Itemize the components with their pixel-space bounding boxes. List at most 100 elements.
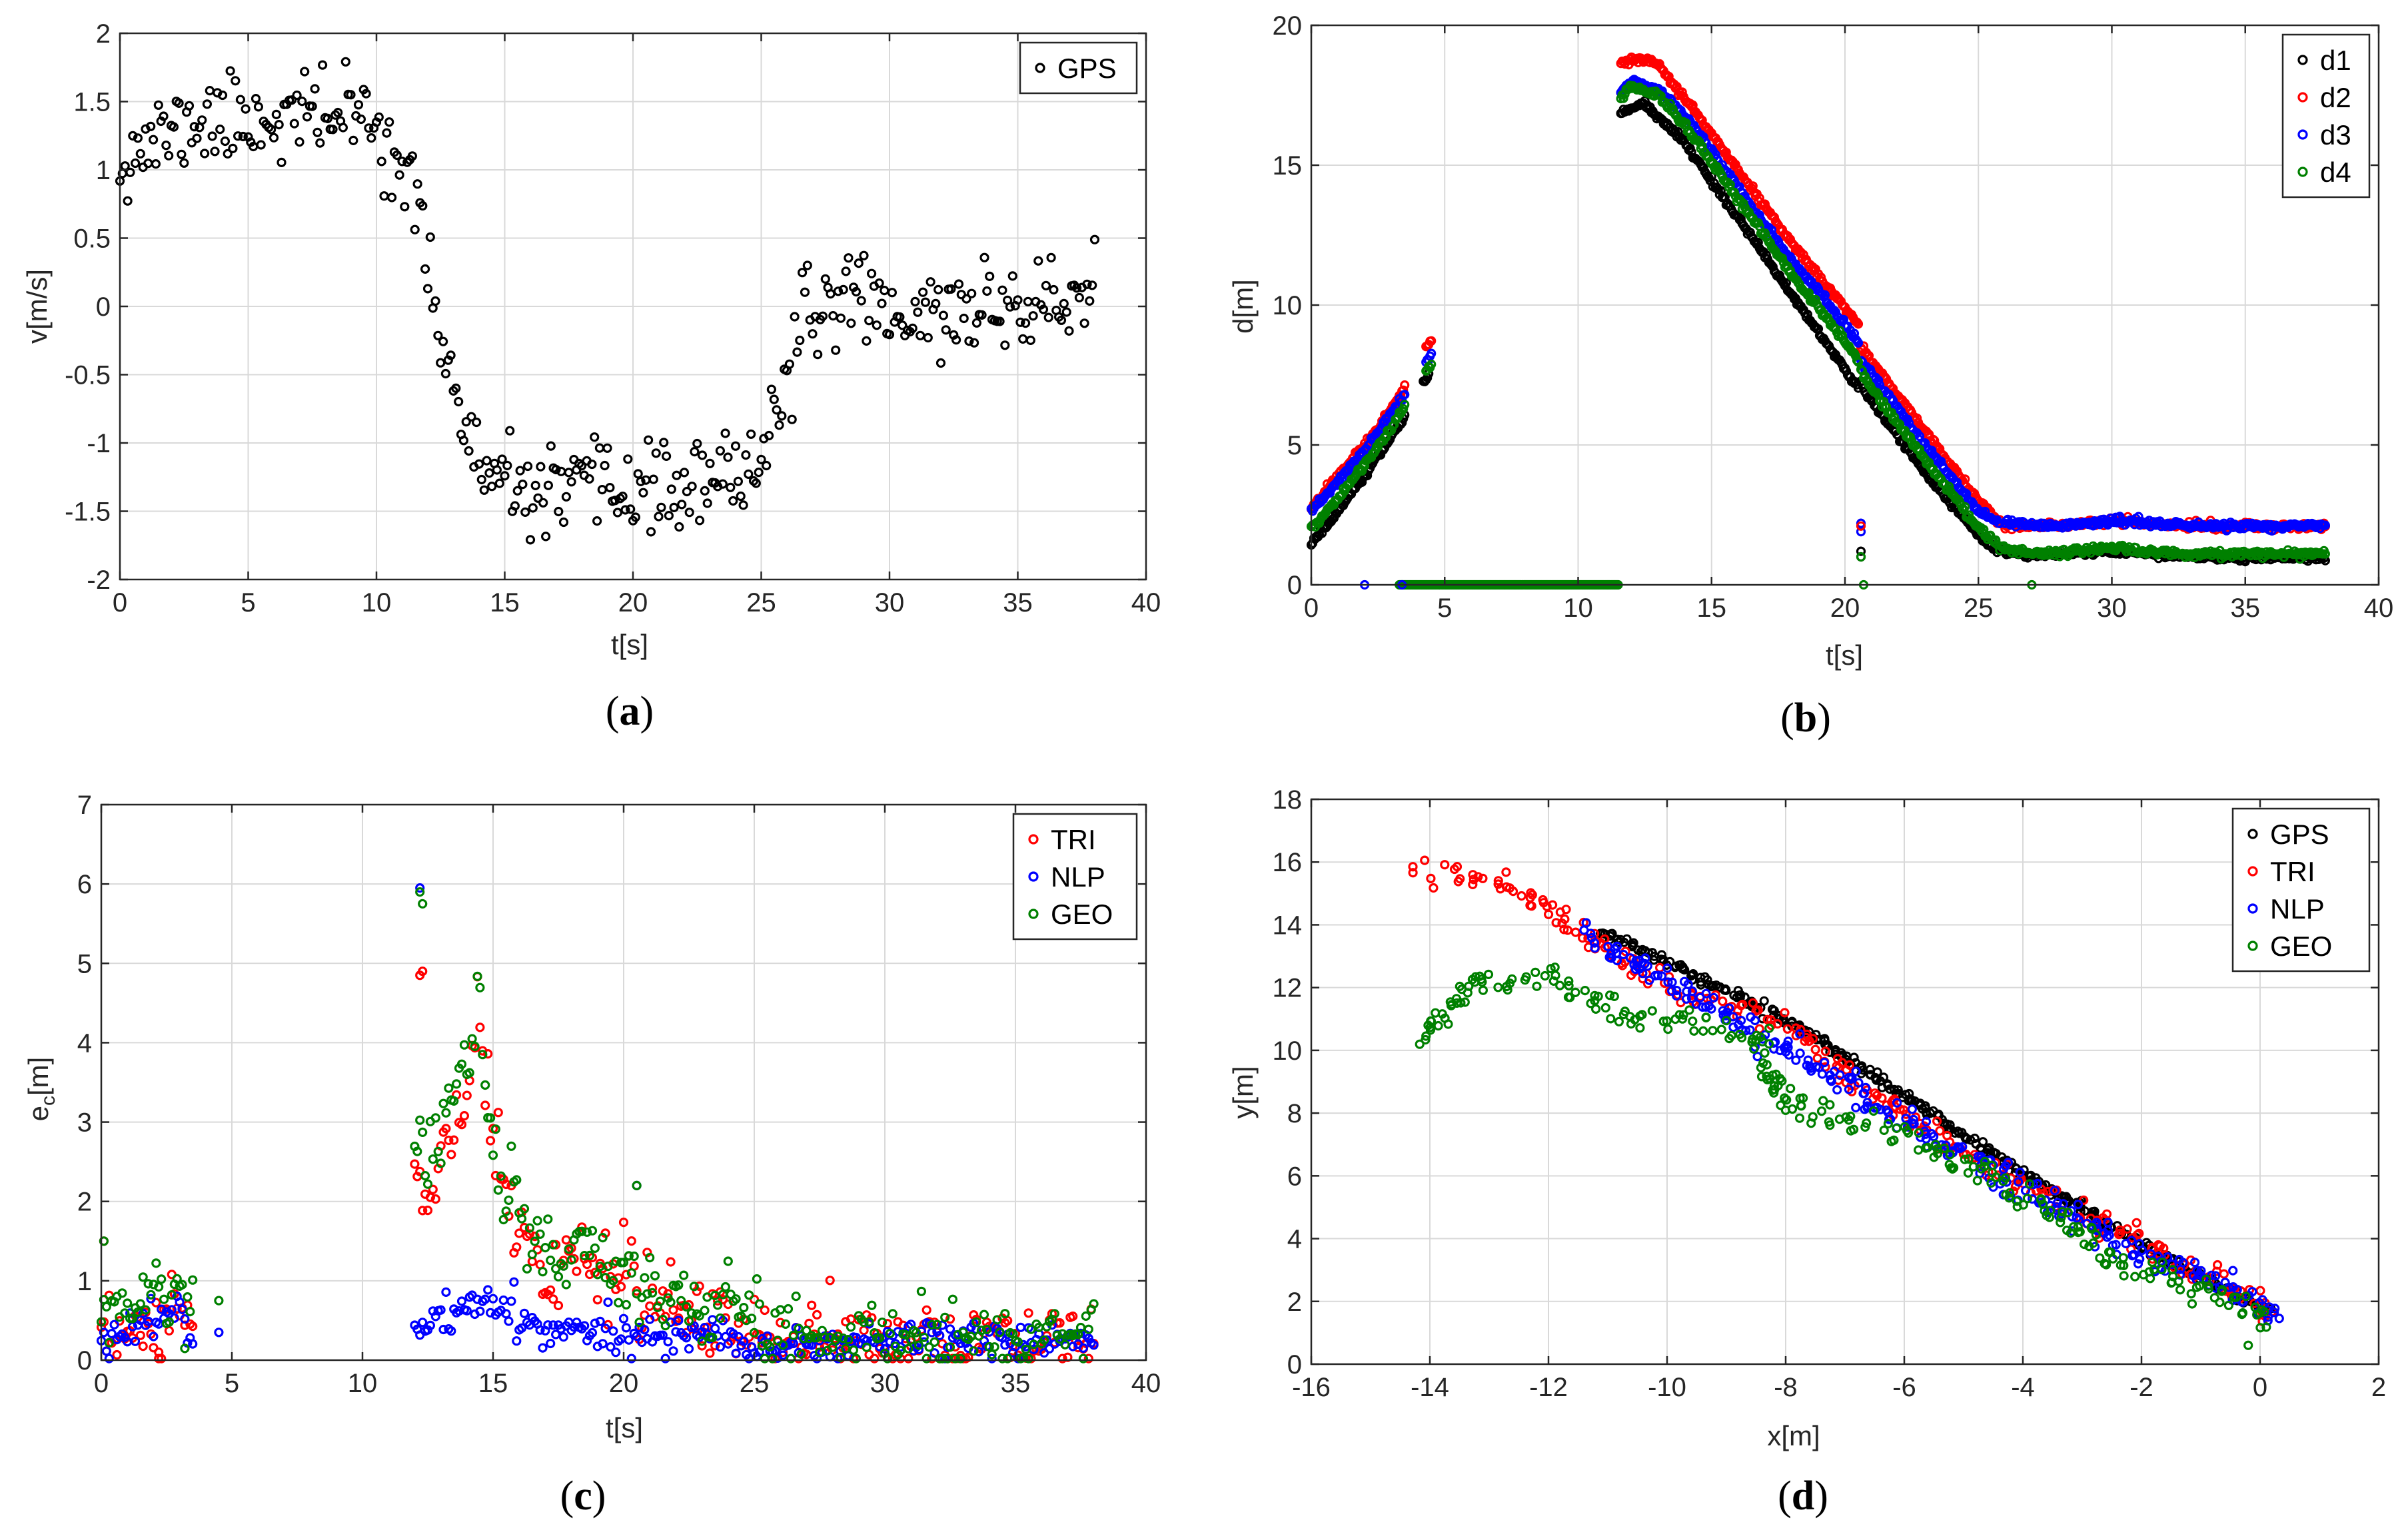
data-point-gps — [787, 414, 797, 424]
data-point-gps — [931, 298, 941, 308]
data-point-gps — [530, 480, 540, 491]
y-tick-label: 0.5 — [73, 224, 111, 254]
data-point-gps — [864, 316, 874, 326]
data-point-gps — [287, 95, 297, 105]
data-point-d2 — [1400, 380, 1410, 390]
data-point-gps — [418, 200, 428, 211]
panel-c-ylabel-unit: [m] — [23, 1057, 54, 1096]
data-point-tri — [645, 1301, 655, 1312]
data-point-gps — [679, 468, 690, 478]
data-point-gps — [800, 287, 810, 297]
data-point-geo — [530, 1236, 540, 1246]
y-tick-label: 6 — [77, 870, 92, 899]
data-point-gps — [302, 112, 312, 122]
data-point-gps — [935, 358, 946, 368]
data-point-gps — [207, 131, 217, 141]
data-point-gps — [692, 438, 702, 449]
data-point-geo — [947, 1294, 958, 1304]
data-point-gps — [933, 284, 943, 294]
data-point-nlp — [1752, 1051, 1762, 1062]
data-point-gps — [846, 318, 856, 328]
data-point-gps — [554, 506, 564, 517]
data-point-geo — [614, 1298, 624, 1308]
data-point-gps — [433, 330, 443, 340]
data-point-gps — [149, 135, 159, 145]
data-point-gps — [500, 471, 510, 481]
y-tick-label: -1.5 — [65, 498, 111, 527]
data-point-geo — [493, 1185, 503, 1195]
data-point-gps — [741, 450, 751, 460]
data-point-gps — [898, 320, 907, 330]
y-tick-label: 15 — [1273, 151, 1303, 181]
data-point-nlp — [512, 1336, 522, 1346]
data-point-gps — [361, 89, 371, 99]
data-point-d2 — [1912, 413, 1922, 423]
data-point-gps — [766, 384, 777, 394]
y-tick-label: 5 — [77, 949, 92, 978]
data-point-gps — [730, 441, 741, 451]
data-point-gps — [762, 460, 772, 471]
data-point-gps — [941, 325, 951, 335]
x-tick-label: 0 — [113, 588, 127, 617]
data-point-gps — [223, 149, 233, 159]
data-point-gps — [482, 456, 492, 466]
panel-a-ylabel: v[m/s] — [21, 269, 53, 344]
data-point-gps — [733, 476, 744, 486]
y-tick-label: 7 — [77, 791, 92, 820]
y-tick-label: 4 — [77, 1028, 92, 1058]
data-point-gps — [872, 320, 882, 330]
data-point-geo — [428, 1154, 438, 1164]
data-point-geo — [183, 1292, 193, 1302]
data-point-geo — [159, 1294, 169, 1304]
data-point-geo — [590, 1243, 600, 1254]
data-point-gps — [584, 474, 594, 484]
y-tick-label: 0 — [77, 1346, 92, 1375]
x-tick-label: 30 — [2097, 593, 2127, 623]
data-point-gps — [538, 498, 548, 508]
data-point-gps — [1020, 318, 1031, 328]
data-point-gps — [592, 516, 602, 526]
data-point-gps — [925, 277, 935, 287]
data-point-gps — [251, 94, 261, 104]
data-point-geo — [538, 1267, 548, 1277]
data-point-gps — [561, 492, 572, 502]
data-point-gps — [425, 232, 435, 242]
data-point-gps — [684, 508, 694, 518]
data-point-gps — [502, 460, 512, 471]
data-point-d2 — [1677, 87, 1687, 97]
data-point-gps — [476, 474, 486, 485]
data-point-gps — [271, 109, 281, 119]
data-point-gps — [233, 131, 243, 141]
data-point-gps — [312, 127, 322, 137]
data-point-gps — [256, 140, 266, 150]
data-point-gps — [228, 143, 238, 153]
data-point-gps — [497, 454, 507, 464]
data-point-tri — [1935, 1126, 1945, 1136]
data-point-nlp — [710, 1324, 720, 1334]
data-point-tri — [164, 1326, 174, 1336]
data-point-gps — [669, 502, 679, 513]
data-point-gps — [946, 284, 956, 294]
data-point-gps — [756, 454, 766, 465]
data-point-gps — [436, 358, 446, 368]
data-point-gps — [1061, 307, 1071, 317]
data-point-gps — [651, 448, 661, 458]
data-point-geo — [786, 1353, 796, 1363]
data-point-gps — [661, 451, 672, 462]
panel-c-ylabel-main: e — [23, 1106, 54, 1121]
data-point-geo — [504, 1195, 514, 1206]
data-point-gps — [454, 396, 464, 407]
data-point-d3 — [2320, 520, 2330, 530]
data-point-geo — [720, 1282, 731, 1292]
data-point-gps — [379, 191, 389, 201]
data-point-gps — [985, 271, 995, 281]
data-point-gps — [923, 332, 933, 343]
panel-a-chart: 0 5 10 15 20 25 30 35 40-2-1.5-1-0.500.511.52GPS… — [21, 19, 1161, 734]
data-point-gps — [1007, 271, 1017, 281]
data-point-gps — [1028, 311, 1038, 321]
data-point-nlp — [660, 1353, 670, 1363]
data-point-gps — [797, 268, 808, 278]
data-point-gps — [525, 535, 536, 545]
data-point-geo — [543, 1214, 553, 1224]
data-point-gps — [174, 98, 184, 108]
